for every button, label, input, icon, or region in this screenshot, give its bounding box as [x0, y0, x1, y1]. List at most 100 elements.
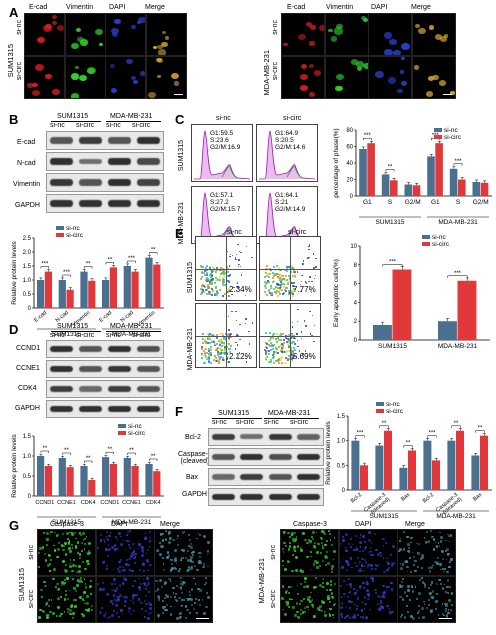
cell-dot: [386, 560, 388, 563]
cell-dot: [78, 557, 81, 560]
cell-dot: [406, 570, 409, 573]
cell-dot: [376, 564, 378, 567]
flow-event: [227, 279, 230, 282]
flow-event: [276, 286, 279, 289]
cell-dot: [129, 530, 131, 532]
flow-event: [309, 310, 311, 313]
cell-dot: [81, 560, 84, 563]
significance-bracket: [149, 458, 158, 461]
significance-bracket: [453, 163, 463, 166]
flow-event: [264, 348, 266, 351]
panel-b-blot-row-2: [46, 152, 164, 171]
cell-dot: [71, 533, 75, 537]
cell-dot: [169, 580, 172, 582]
flow-event: [207, 358, 210, 361]
panel-e-col-2: si-circ: [288, 229, 307, 236]
cell-dot: [439, 563, 442, 566]
panel-c-readout-3-2: S:27.2: [210, 199, 229, 206]
panel-a-left-image-r2-c2: [64, 55, 106, 99]
cell-dot: [439, 579, 442, 581]
y-tick-label: 0.5: [23, 474, 32, 480]
flow-event: [205, 278, 208, 281]
cell-dot: [64, 594, 67, 596]
cell-dot: [359, 568, 362, 571]
cell-dot: [129, 599, 132, 602]
panel-d-band-r3-l4: [136, 386, 161, 392]
cell-dot: [63, 569, 67, 572]
panel-d-blot-row-1: [46, 340, 164, 358]
cell-dot: [391, 564, 394, 567]
panel-d-band-r1-l1: [49, 345, 74, 353]
cell-dot: [350, 59, 358, 65]
cell-dot: [321, 585, 325, 589]
cell-dot: [401, 43, 411, 51]
y-tick-label: 20: [346, 178, 353, 184]
flow-event: [277, 284, 280, 286]
cell-dot: [197, 532, 200, 535]
cell-dot: [87, 563, 90, 566]
panel-c-readout-2-2: S:20.5: [275, 137, 294, 144]
flow-event: [278, 293, 281, 296]
flow-event: [270, 344, 273, 347]
cell-dot: [191, 604, 194, 607]
cell-dot: [66, 577, 69, 580]
cell-dot: [83, 548, 86, 550]
cell-dot: [333, 27, 343, 35]
flow-event: [226, 250, 228, 253]
cell-dot: [165, 538, 168, 542]
category-label-3: CDK4: [81, 500, 96, 506]
cell-dot: [324, 611, 327, 614]
y-tick-label: 1.0: [23, 278, 32, 284]
cell-dot: [444, 568, 446, 570]
flow-event: [287, 290, 290, 293]
flow-event: [209, 292, 212, 295]
cell-dot: [408, 547, 411, 549]
bar-si-circ-6: [480, 435, 488, 490]
flow-event: [266, 265, 268, 268]
flow-event: [245, 357, 247, 360]
flow-event: [313, 324, 316, 327]
cell-dot: [379, 605, 383, 608]
panel-f-band-r2-l3: [268, 454, 292, 460]
cell-dot: [288, 545, 291, 548]
flow-event: [208, 354, 211, 356]
cell-dot: [447, 533, 449, 536]
cell-dot: [173, 559, 177, 563]
flow-event: [290, 270, 292, 273]
flow-event: [304, 350, 306, 352]
cell-dot: [152, 46, 157, 50]
flow-event: [276, 277, 279, 280]
quadrant-vline: [290, 304, 291, 367]
flow-event: [280, 289, 283, 292]
cell-dot: [70, 531, 73, 534]
flow-event: [219, 266, 222, 269]
cell-dot: [444, 550, 447, 553]
cell-dot: [115, 596, 118, 598]
flow-event: [285, 278, 288, 281]
cell-dot: [354, 561, 356, 564]
cell-dot: [157, 598, 161, 601]
cell-dot: [205, 605, 208, 609]
cell-dot: [320, 552, 322, 554]
cell-dot: [299, 569, 302, 573]
cell-dot: [169, 558, 172, 561]
panel-e-percent-4: 5.69%: [293, 352, 316, 361]
flow-event: [220, 271, 223, 274]
flow-event: [226, 267, 229, 270]
cell-dot: [138, 577, 141, 580]
flow-event: [210, 352, 213, 354]
cell-dot: [346, 583, 348, 586]
flow-event: [271, 356, 274, 359]
cell-dot: [52, 577, 55, 581]
significance-bracket: [40, 450, 49, 453]
cell-dot: [399, 595, 402, 599]
cell-dot: [401, 580, 404, 583]
cell-dot: [438, 531, 441, 534]
cell-dot: [63, 542, 67, 546]
cell-dot: [381, 592, 384, 595]
cell-dot: [44, 559, 48, 562]
flow-event: [224, 269, 227, 272]
cell-dot: [181, 581, 185, 585]
cell-dot: [111, 589, 113, 591]
panel-b-blot-label-gapdh: GAPDH: [15, 202, 40, 209]
